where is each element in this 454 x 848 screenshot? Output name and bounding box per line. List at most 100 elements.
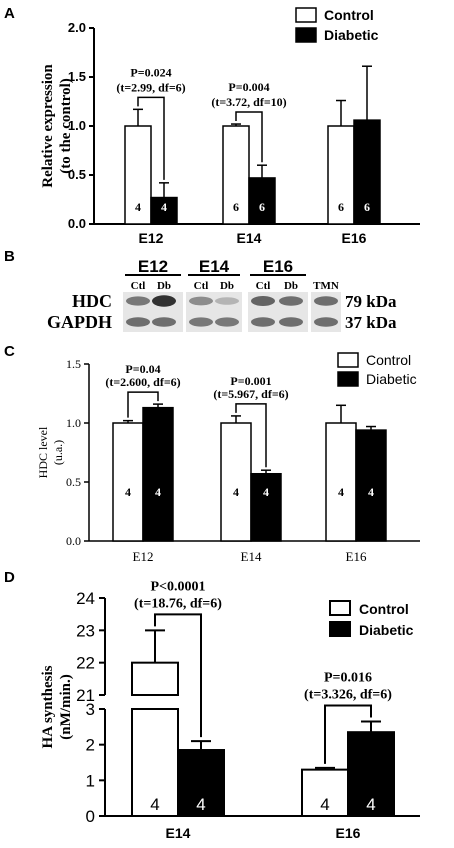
undefined-significance-bracket — [137, 96, 165, 180]
undefined-legend-swatch-diabetic — [337, 371, 359, 387]
undefined-legend-swatch-control — [337, 352, 359, 368]
panel-a: A 0.0 0.5 1.0 1.5 2.0 Relative expression (to … — [4, 5, 420, 246]
d-bar-control — [301, 768, 349, 818]
d-y-tick-label: 3 — [86, 700, 95, 719]
panel-b-western-blot: B E12 Ctl Db E14 Ctl Db E16 Ctl Db TMN HDC 79 kDa GA… — [4, 248, 397, 332]
d-legend-swatch-control — [329, 600, 351, 616]
undefined-n-label: 4 — [338, 485, 344, 499]
undefined-y-tick-label: 2.0 — [68, 20, 86, 35]
undefined-y-tick-label: 0.0 — [68, 216, 86, 231]
blot-lane-label: Ctl — [256, 280, 271, 292]
d-y-axis-label-line: (nM/min.) — [58, 674, 74, 739]
blot-band — [251, 317, 275, 327]
undefined-legend-label: Control — [324, 7, 374, 23]
undefined-y-tick-label: 1.5 — [66, 357, 81, 371]
blot-lane-label: Ctl — [131, 280, 146, 292]
d-y-tick-label: 21 — [76, 686, 95, 705]
undefined-category-label: E14 — [241, 549, 262, 564]
blot-group-label: E12 — [138, 257, 168, 276]
undefined-n-label: 4 — [263, 485, 269, 499]
d-annotation-text: (t=3.326, df=6) — [304, 687, 392, 702]
d-bar-diabetic — [347, 731, 395, 818]
blot-band — [251, 296, 275, 306]
d-legend-label: Control — [359, 601, 409, 617]
undefined-annotation-text: (t=3.72, df=10) — [211, 95, 286, 109]
d-annotation-text: (t=18.76, df=6) — [134, 596, 222, 611]
d-n-label: 4 — [150, 795, 159, 814]
blot-group-label: E14 — [199, 257, 230, 276]
undefined-n-label: 6 — [233, 200, 239, 214]
d-category-label: E14 — [166, 825, 191, 841]
d-bar-upper-segment-control — [131, 661, 179, 697]
undefined-bar-diabetic — [250, 472, 282, 542]
d-annotation-text: P<0.0001 — [150, 579, 205, 594]
d-significance-bracket — [154, 613, 202, 738]
d-bar-diabetic — [177, 749, 225, 817]
blot-band — [314, 317, 338, 327]
undefined-bar-diabetic — [150, 196, 178, 225]
undefined-n-label: 6 — [364, 200, 370, 214]
blot-lane-label: Ctl — [194, 280, 209, 292]
undefined-significance-bracket — [235, 403, 267, 468]
undefined-n-label: 4 — [125, 485, 131, 499]
blot-group-label: E16 — [263, 257, 293, 276]
blot-row-label: HDC — [72, 291, 112, 311]
blot-band — [126, 317, 150, 327]
undefined-bar-diabetic — [355, 429, 387, 542]
undefined-y-axis-label-line: Relative expression — [40, 64, 56, 188]
undefined-bar-control — [124, 125, 152, 225]
blot-band — [189, 296, 213, 306]
undefined-bar-control — [112, 422, 144, 542]
blot-band — [215, 297, 239, 305]
undefined-n-label: 4 — [155, 485, 161, 499]
d-legend-label: Diabetic — [359, 622, 414, 638]
undefined-category-label: E16 — [346, 549, 367, 564]
d-y-tick-label: 24 — [76, 589, 95, 608]
panel-letter-d: D — [4, 569, 15, 586]
undefined-y-tick-label: 1.0 — [66, 416, 81, 430]
undefined-bar-control — [222, 125, 250, 225]
undefined-y-axis-label: HDC level(u.a.) — [36, 426, 65, 478]
undefined-n-label: 6 — [338, 200, 344, 214]
blot-band — [189, 317, 213, 327]
d-category-label: E16 — [336, 825, 361, 841]
d-y-tick-label: 0 — [86, 807, 95, 826]
panel-c: C 0.0 0.5 1.0 1.5 HDC level(u.a.) E12 4 4 E14 4 4 E… — [4, 343, 420, 564]
blot-lane-label: Db — [220, 280, 234, 292]
undefined-bar-diabetic — [248, 177, 276, 225]
panel-letter-c: C — [4, 343, 15, 360]
undefined-n-label: 6 — [259, 200, 265, 214]
d-y-axis-label: HA synthesis (nM/min.) — [40, 665, 74, 748]
undefined-y-tick-label: 0.5 — [66, 475, 81, 489]
undefined-bar-diabetic — [142, 406, 174, 542]
undefined-annotation-text: (t=2.99, df=6) — [116, 80, 185, 94]
undefined-y-tick-label: 1.5 — [68, 69, 86, 84]
undefined-annotation-text: P=0.024 — [130, 65, 171, 79]
blot-band — [279, 317, 303, 327]
undefined-annotation-text: P=0.001 — [230, 374, 271, 388]
d-annotation-text: P=0.016 — [324, 670, 372, 685]
undefined-significance-bracket — [235, 111, 263, 163]
blot-lane-label: Db — [284, 280, 298, 292]
undefined-annotation-text: P=0.04 — [125, 362, 160, 376]
blot-band — [215, 317, 239, 327]
undefined-bar-control — [325, 422, 357, 542]
undefined-bar-control — [220, 422, 252, 542]
undefined-significance-bracket — [127, 391, 159, 418]
blot-band — [126, 296, 150, 306]
d-legend-swatch-diabetic — [329, 621, 351, 637]
d-n-label: 4 — [320, 795, 329, 814]
undefined-y-axis-label-line: (u.a.) — [51, 440, 65, 465]
undefined-n-label: 4 — [161, 200, 167, 214]
d-n-label: 4 — [196, 795, 205, 814]
undefined-bar-diabetic — [353, 119, 381, 225]
blot-size-label: 37 kDa — [345, 313, 397, 332]
undefined-y-tick-label: 1.0 — [68, 118, 86, 133]
blot-row-label: GAPDH — [47, 312, 112, 332]
undefined-legend-swatch-control — [295, 7, 317, 23]
d-significance-bracket — [324, 704, 372, 764]
undefined-annotation-text: P=0.004 — [228, 80, 269, 94]
d-bar-control — [131, 708, 179, 817]
